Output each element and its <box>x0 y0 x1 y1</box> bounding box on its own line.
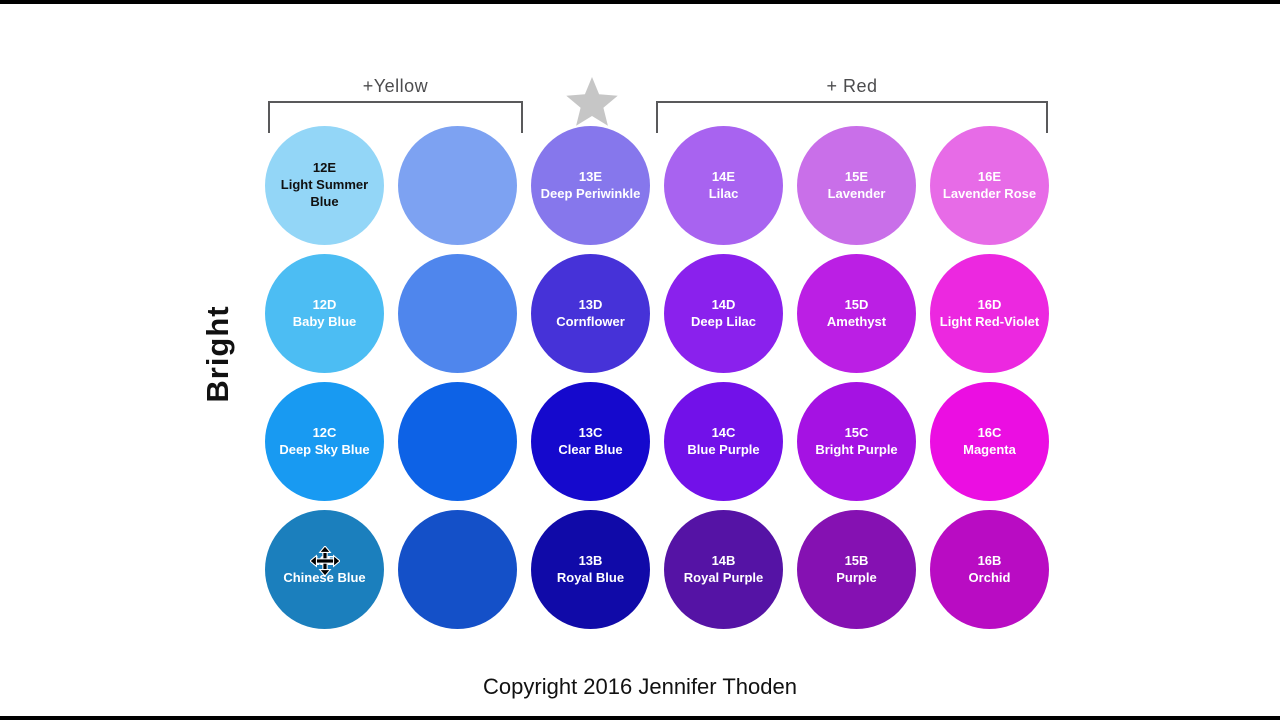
swatch-name: Baby Blue <box>292 313 357 329</box>
swatch-grid: 12E Light Summer Blue 13E Deep Periwinkl… <box>265 126 1049 629</box>
swatch-name: Royal Purple <box>683 569 764 585</box>
swatch-code: 16C <box>977 424 1002 440</box>
swatch-15D: 15D Amethyst <box>797 254 916 373</box>
star-shape <box>566 77 618 126</box>
swatch-code: 12D <box>312 296 337 312</box>
swatch-code: 14C <box>711 424 736 440</box>
swatch-name: Lavender Rose <box>942 185 1037 201</box>
swatch-name: Deep Sky Blue <box>279 441 370 457</box>
swatch-blank-C <box>398 382 517 501</box>
swatch-code: 13B <box>578 552 603 568</box>
swatch-name: Orchid <box>968 569 1011 585</box>
swatch-14C: 14C Blue Purple <box>664 382 783 501</box>
add-yellow-label: +Yellow <box>362 76 429 96</box>
swatch-name: Lavender <box>827 185 886 201</box>
swatch-code: 15B <box>844 552 869 568</box>
swatch-12E: 12E Light Summer Blue <box>265 126 384 245</box>
swatch-code: 14E <box>711 168 736 184</box>
swatch-code: 15E <box>844 168 869 184</box>
swatch-name: Chinese Blue <box>283 569 366 585</box>
swatch-code: 13D <box>578 296 603 312</box>
swatch-code: 14B <box>711 552 736 568</box>
swatch-name: Clear Blue <box>558 441 623 457</box>
add-red-label: + Red <box>826 76 878 96</box>
swatch-code: 16E <box>977 168 1002 184</box>
swatch-16C: 16C Magenta <box>930 382 1049 501</box>
swatch-code: 15D <box>844 296 869 312</box>
swatch-13C: 13C Clear Blue <box>531 382 650 501</box>
swatch-16E: 16E Lavender Rose <box>930 126 1049 245</box>
swatch-name: Cornflower <box>556 313 625 329</box>
swatch-name: Lilac <box>708 185 739 201</box>
swatch-name: Bright Purple <box>815 441 898 457</box>
letterbox-top <box>0 0 1280 4</box>
swatch-13D: 13D Cornflower <box>531 254 650 373</box>
swatch-14E: 14E Lilac <box>664 126 783 245</box>
swatch-code: 13E <box>578 168 603 184</box>
swatch-name: Deep Lilac <box>690 313 757 329</box>
swatch-15B: 15B Purple <box>797 510 916 629</box>
swatch-14D: 14D Deep Lilac <box>664 254 783 373</box>
swatch-13E: 13E Deep Periwinkle <box>531 126 650 245</box>
swatch-15E: 15E Lavender <box>797 126 916 245</box>
swatch-blank-D <box>398 254 517 373</box>
swatch-code: 12E <box>312 160 337 176</box>
swatch-code: 16D <box>977 296 1002 312</box>
swatch-name: Blue Purple <box>687 441 760 457</box>
star-icon <box>566 77 618 126</box>
swatch-12C: 12C Deep Sky Blue <box>265 382 384 501</box>
swatch-name: Royal Blue <box>556 569 625 585</box>
swatch-code: 13C <box>578 424 603 440</box>
swatch-blank-E <box>398 126 517 245</box>
swatch-16D: 16D Light Red-Violet <box>930 254 1049 373</box>
swatch-name: Amethyst <box>826 313 887 329</box>
swatch-12D: 12D Baby Blue <box>265 254 384 373</box>
swatch-code: 16B <box>977 552 1002 568</box>
swatch-name: Deep Periwinkle <box>540 185 641 201</box>
swatch-name: Magenta <box>963 441 1016 457</box>
bright-axis-label: Bright <box>200 305 235 403</box>
swatch-16B: 16B Orchid <box>930 510 1049 629</box>
swatch-code: 14D <box>711 296 736 312</box>
swatch-code: 15C <box>844 424 869 440</box>
swatch-name: Purple <box>836 569 877 585</box>
swatch-code: 12C <box>312 424 337 440</box>
swatch-blank-B <box>398 510 517 629</box>
copyright-text: Copyright 2016 Jennifer Thoden <box>483 674 797 699</box>
swatch-14B: 14B Royal Purple <box>664 510 783 629</box>
add-red-bracket <box>656 101 1048 133</box>
swatch-name: Light Summer Blue <box>280 177 369 209</box>
swatch-13B: 13B Royal Blue <box>531 510 650 629</box>
swatch-name: Light Red-Violet <box>939 313 1040 329</box>
swatch-15C: 15C Bright Purple <box>797 382 916 501</box>
letterbox-bottom <box>0 716 1280 720</box>
move-cursor-icon <box>310 546 340 576</box>
add-yellow-bracket <box>268 101 523 133</box>
